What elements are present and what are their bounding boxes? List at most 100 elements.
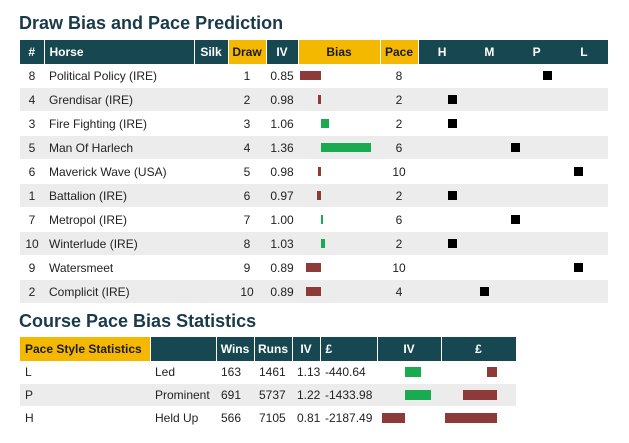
pace-position-cell — [418, 87, 608, 112]
horse-name[interactable]: Battalion (IRE) — [44, 183, 194, 208]
col-bias-header[interactable]: Bias — [298, 40, 381, 64]
pace-style-row: P Prominent 691 5737 1.22 -1433.98 — [20, 383, 516, 407]
pace-runs: 7105 — [254, 406, 292, 430]
pace-marker — [511, 143, 521, 152]
pace-style-row: H Held Up 566 7105 0.81 -2187.49 — [20, 406, 516, 430]
horse-name[interactable]: Maverick Wave (USA) — [44, 159, 194, 184]
bias-cell — [298, 279, 380, 304]
pace-wins: 691 — [216, 383, 254, 407]
pace-marker — [574, 263, 584, 272]
pace-bias-table: Pace Style Statistics Wins Runs IV £ IV … — [20, 337, 517, 430]
horse-row: 1 Battalion (IRE) 6 0.97 2 — [20, 183, 608, 208]
bias-bar — [321, 215, 323, 224]
horse-row: 10 Winterlude (IRE) 8 1.03 2 — [20, 231, 608, 256]
col-pounds-bar-header: £ — [441, 337, 517, 361]
horse-row: 4 Grendisar (IRE) 2 0.98 2 — [20, 87, 608, 112]
horse-num: 5 — [20, 135, 44, 160]
horse-name[interactable]: Winterlude (IRE) — [44, 231, 194, 256]
horse-row: 6 Maverick Wave (USA) 5 0.98 10 — [20, 159, 608, 184]
col-iv2-header: IV — [292, 337, 321, 361]
horse-num: 9 — [20, 255, 44, 280]
horse-name[interactable]: Complicit (IRE) — [44, 279, 194, 304]
horse-name[interactable]: Metropol (IRE) — [44, 207, 194, 232]
horse-silk — [194, 183, 228, 208]
horse-pace: 10 — [380, 255, 418, 280]
col-iv-header: IV — [266, 40, 299, 64]
col-pace-header[interactable]: Pace — [380, 40, 419, 64]
horse-name[interactable]: Man Of Harlech — [44, 135, 194, 160]
horse-silk — [194, 111, 228, 136]
bias-bar — [305, 263, 321, 272]
horse-iv: 0.98 — [266, 159, 298, 184]
horse-name[interactable]: Political Policy (IRE) — [44, 64, 194, 88]
bias-bar — [318, 167, 321, 176]
horse-draw: 4 — [228, 135, 266, 160]
horse-silk — [194, 279, 228, 304]
col-silk-header: Silk — [194, 40, 229, 64]
bias-bar — [299, 71, 321, 80]
col-pounds-header: £ — [320, 337, 378, 361]
iv-bar-cell — [377, 383, 441, 407]
horse-iv: 0.85 — [266, 64, 298, 88]
horse-silk — [194, 159, 228, 184]
horse-iv: 1.03 — [266, 231, 298, 256]
col-runs-header: Runs — [254, 337, 293, 361]
horse-draw: 6 — [228, 183, 266, 208]
horse-num: 10 — [20, 231, 44, 256]
horse-num: 1 — [20, 183, 44, 208]
horse-num: 6 — [20, 159, 44, 184]
horse-name[interactable]: Fire Fighting (IRE) — [44, 111, 194, 136]
pace-position-cell — [418, 231, 608, 256]
horse-pace: 6 — [380, 135, 418, 160]
bias-bar — [321, 143, 372, 152]
horse-iv: 1.06 — [266, 111, 298, 136]
horse-row: 9 Watersmeet 9 0.89 10 — [20, 255, 608, 280]
pounds-bar — [462, 390, 497, 400]
horse-row: 3 Fire Fighting (IRE) 3 1.06 2 — [20, 111, 608, 136]
horse-draw: 10 — [228, 279, 266, 304]
horse-name[interactable]: Grendisar (IRE) — [44, 87, 194, 112]
pace-marker — [448, 119, 457, 128]
horse-num: 4 — [20, 87, 44, 112]
col-draw-header[interactable]: Draw — [228, 40, 267, 64]
pace-runs: 1461 — [254, 361, 292, 384]
pace-position-cell — [418, 207, 608, 232]
col-num-header: # — [20, 40, 45, 64]
pace-iv: 1.13 — [292, 361, 320, 384]
pounds-bar-cell — [441, 383, 516, 407]
horse-pace: 2 — [380, 87, 418, 112]
draw-bias-title: Draw Bias and Pace Prediction — [19, 13, 284, 33]
horse-draw: 8 — [228, 231, 266, 256]
horse-silk — [194, 231, 228, 256]
horse-pace: 10 — [380, 159, 418, 184]
horse-silk — [194, 207, 228, 232]
bias-bar — [318, 95, 321, 104]
col-wins-header: Wins — [216, 337, 255, 361]
pace-position-cell — [418, 255, 608, 280]
horse-num: 7 — [20, 207, 44, 232]
horse-iv: 1.00 — [266, 207, 298, 232]
col-style-blank-header — [150, 337, 217, 361]
bias-cell — [298, 87, 380, 112]
pace-marker — [511, 215, 521, 224]
col-style-header[interactable]: Pace Style Statistics — [20, 337, 151, 361]
iv-bar-cell — [377, 361, 441, 384]
pace-marker — [448, 95, 457, 104]
horse-name[interactable]: Watersmeet — [44, 255, 194, 280]
pounds-bar — [445, 413, 497, 423]
col-m-header: M — [484, 45, 495, 59]
pace-wins: 566 — [216, 406, 254, 430]
horse-iv: 1.36 — [266, 135, 298, 160]
horse-draw: 1 — [228, 64, 266, 88]
bias-bar — [316, 191, 321, 200]
pounds-bar-cell — [441, 361, 516, 384]
horse-draw: 2 — [228, 87, 266, 112]
horse-num: 2 — [20, 279, 44, 304]
horse-draw: 9 — [228, 255, 266, 280]
bias-bar — [321, 239, 326, 248]
bias-bar — [305, 287, 321, 296]
pace-marker — [448, 191, 457, 200]
iv-bar — [405, 367, 421, 377]
pace-pounds: -2187.49 — [320, 406, 377, 430]
pace-position-cell — [418, 64, 608, 88]
